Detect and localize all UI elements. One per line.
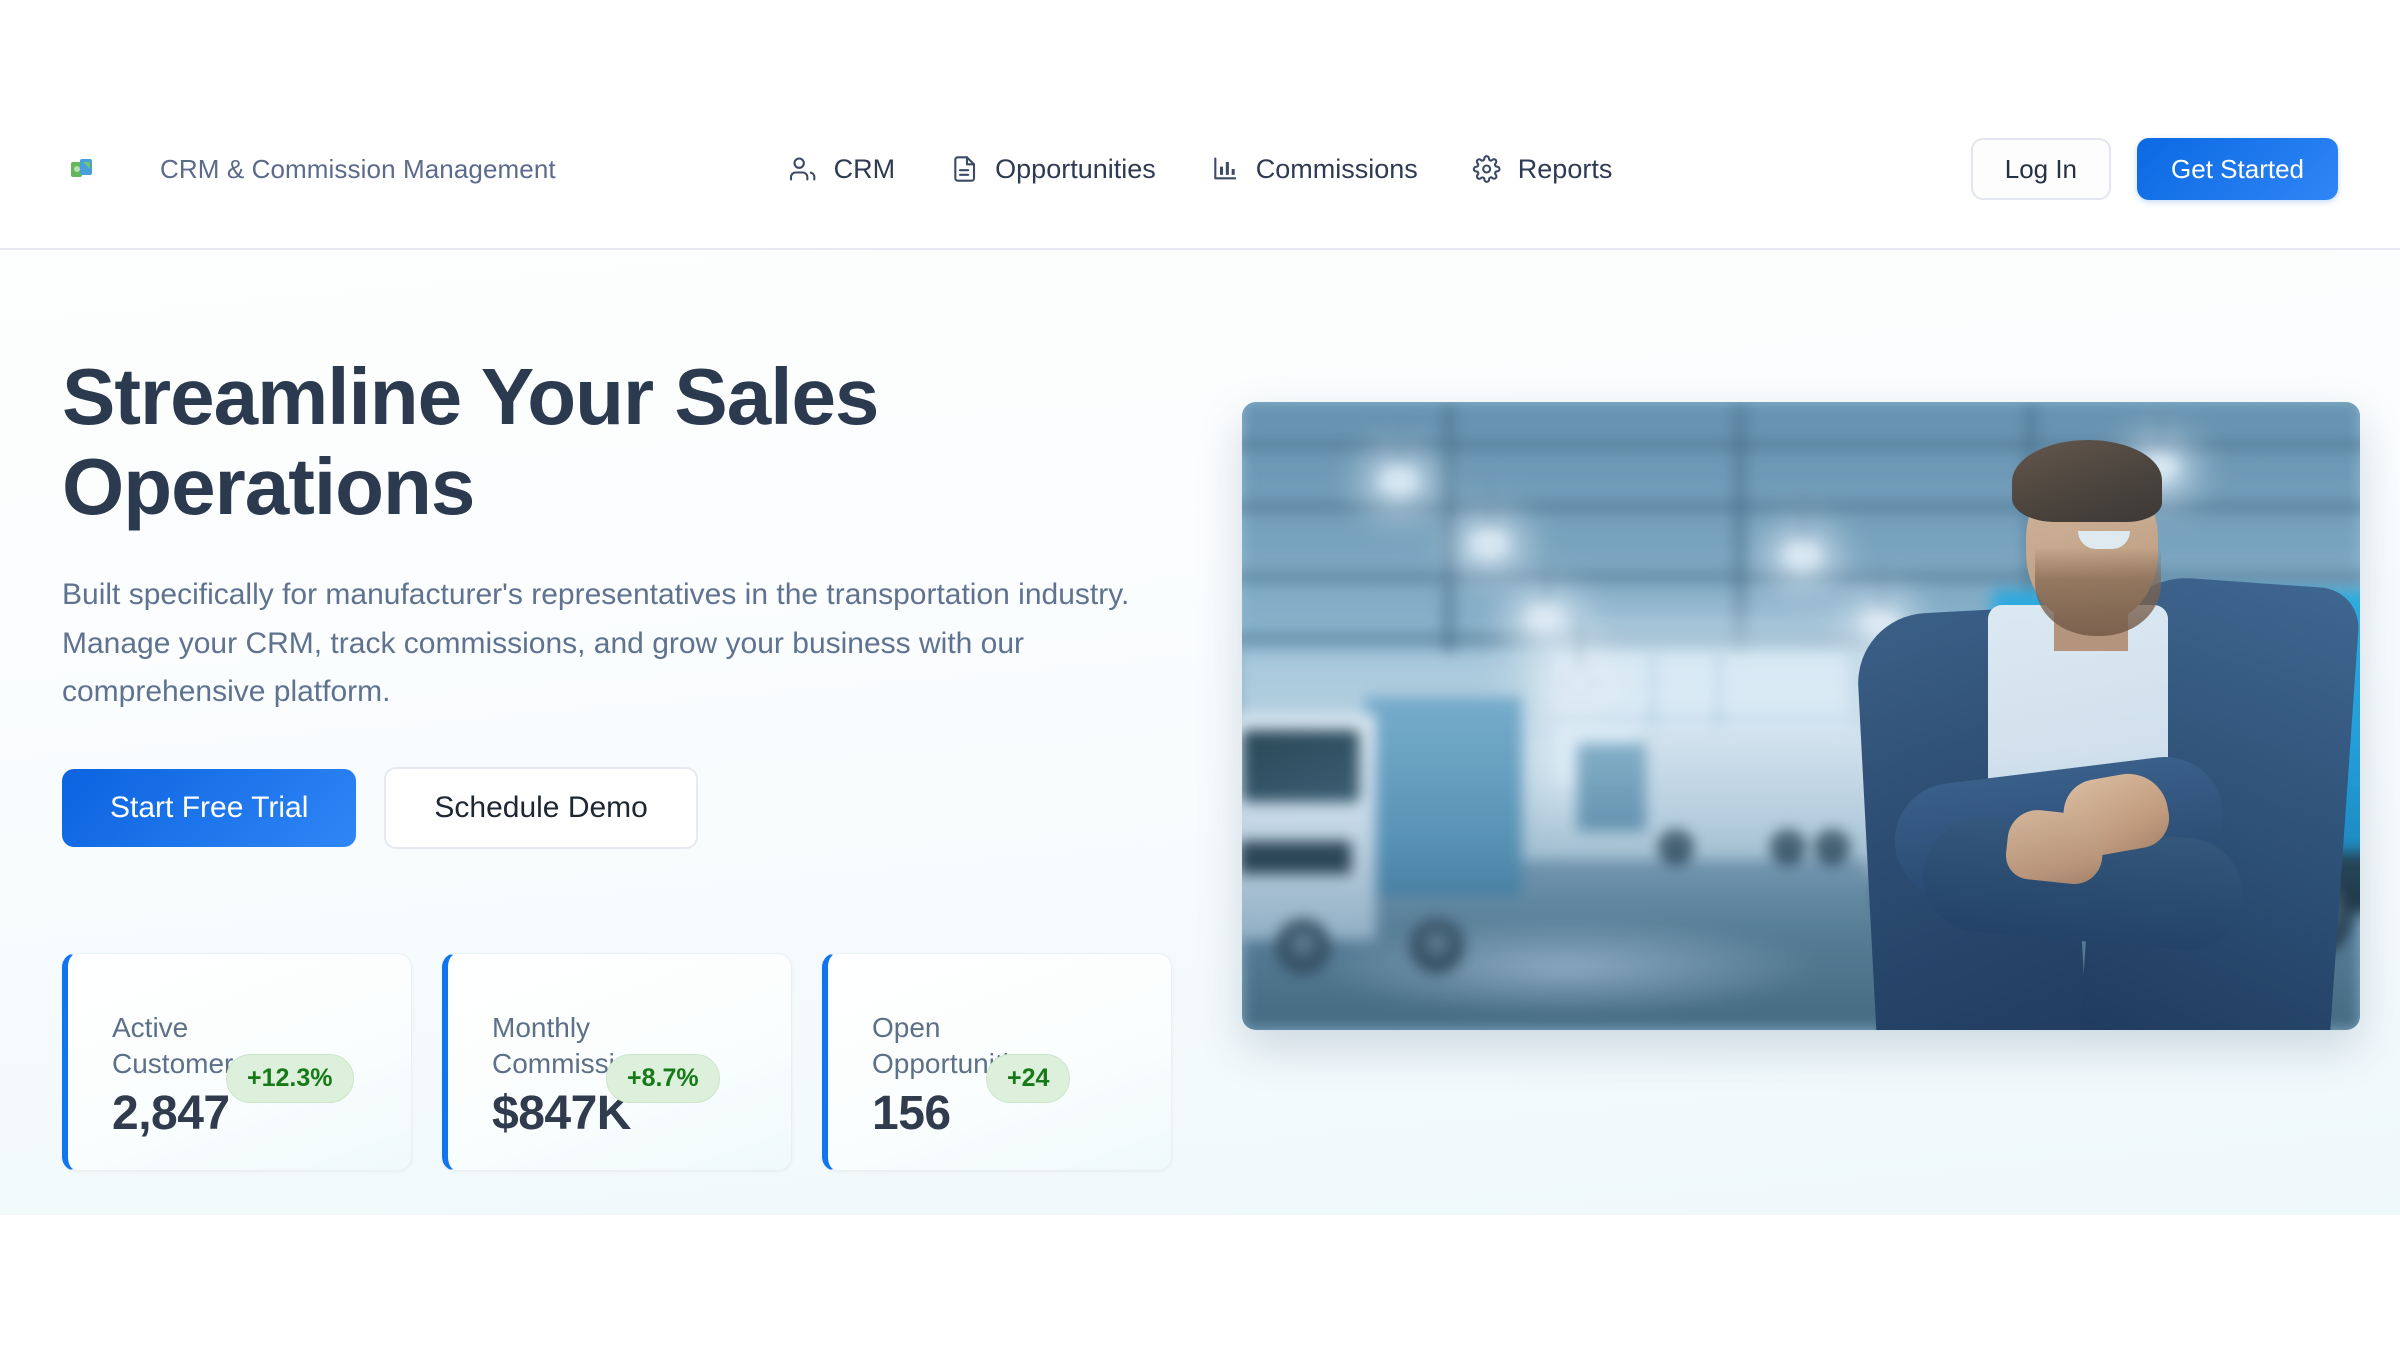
hero-section: Streamline Your Sales Operations Built s… [0,250,2400,1215]
stat-card-monthly-commissions[interactable]: Monthly Commissions +8.7% $847K [442,952,792,1171]
businessman [1854,439,2360,1030]
nav-label-crm: CRM [833,153,896,184]
nav-label-reports: Reports [1517,153,1613,184]
status-badge: +24 [986,1053,1071,1103]
brand[interactable]: CRM & Commission Management [62,149,556,189]
nav-item-reports[interactable]: Reports [1472,153,1613,185]
top-spacer [0,0,2400,90]
hero-image-wrap [1242,250,2360,1030]
hero-image [1242,402,2360,1030]
gear-icon [1472,154,1502,184]
stat-cards: Active Customers +12.3% 2,847 Monthly Co… [62,952,1242,1171]
nav-item-crm[interactable]: CRM [788,153,896,185]
stat-label: Active Customers [112,1011,248,1079]
schedule-demo-button[interactable]: Schedule Demo [384,766,698,849]
nav-item-opportunities[interactable]: Opportunities [949,154,1156,185]
stat-card-open-opportunities[interactable]: Open Opportunities +24 156 [822,952,1172,1171]
nav-item-commissions[interactable]: Commissions [1210,154,1418,185]
status-badge: +12.3% [226,1053,354,1103]
stat-card-active-customers[interactable]: Active Customers +12.3% 2,847 [62,952,412,1171]
nav-label-opportunities: Opportunities [995,153,1156,184]
document-icon [949,154,979,184]
stat-value: $847K [492,1086,631,1140]
background-truck [1577,716,1890,867]
app-logo-icon [62,149,102,189]
page-bottom-spacer [0,1215,2400,1350]
hero-content: Streamline Your Sales Operations Built s… [62,250,1242,1171]
nav-label-commissions: Commissions [1255,153,1418,184]
stat-value: 156 [872,1086,951,1140]
status-badge: +8.7% [606,1053,720,1103]
login-button[interactable]: Log In [1970,138,2112,200]
white-truck [1242,697,1522,974]
hero-cta-group: Start Free Trial Schedule Demo [62,766,1242,849]
brand-name: CRM & Commission Management [160,153,556,184]
get-started-button[interactable]: Get Started [2137,138,2338,200]
header-actions: Log In Get Started [1970,138,2338,200]
users-icon [788,154,818,184]
start-free-trial-button[interactable]: Start Free Trial [62,768,357,847]
bar-chart-icon [1210,154,1240,184]
main-nav: CRM Opportunities [788,153,1613,185]
site-header: CRM & Commission Management CRM [0,90,2400,250]
page-title: Streamline Your Sales Operations [62,352,879,531]
stat-value: 2,847 [112,1086,230,1140]
hero-subtitle: Built specifically for manufacturer's re… [62,578,1130,709]
